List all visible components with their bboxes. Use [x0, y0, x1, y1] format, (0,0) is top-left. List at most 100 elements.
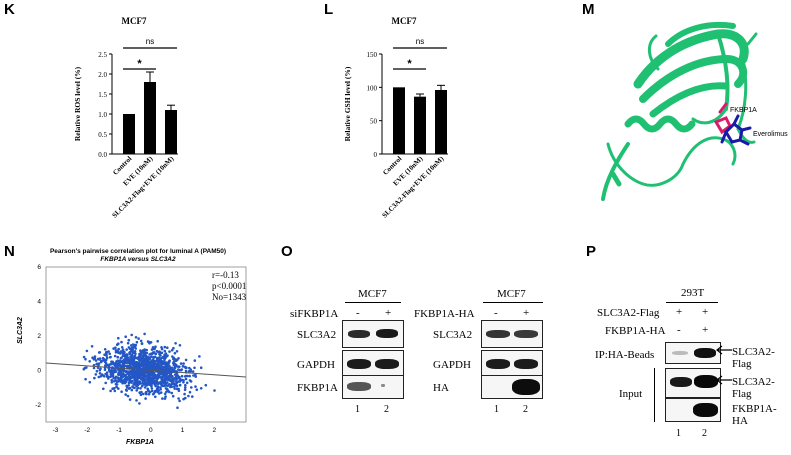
chart-n-point	[125, 376, 129, 379]
chart-n-points	[82, 332, 216, 409]
chart-n-point	[134, 336, 138, 339]
chart-k-ylabel: Relative ROS level (%)	[73, 66, 82, 141]
chart-n-point	[188, 366, 191, 370]
chart-n-point	[162, 382, 166, 385]
chart-n-point	[138, 391, 141, 394]
chart-n-point	[103, 348, 107, 351]
blot-o-left-header: MCF7	[358, 288, 387, 300]
chart-n-point	[150, 389, 154, 393]
chart-n-point	[124, 335, 127, 338]
chart-n-point	[127, 370, 131, 373]
chart-l-ytick-label: 0	[374, 151, 378, 159]
chart-n-point	[180, 374, 184, 378]
chart-n-point	[150, 384, 153, 388]
chart-n-point	[161, 378, 164, 382]
chart-n-point	[117, 336, 120, 340]
chart-n-point	[105, 354, 108, 357]
chart-l-bar	[414, 96, 426, 154]
chart-n-point	[174, 342, 177, 345]
chart-n-point	[88, 380, 92, 384]
chart-n-point	[108, 363, 111, 366]
chart-n-point	[130, 379, 134, 383]
blot-o-right-ha	[481, 375, 543, 399]
chart-n-point	[112, 376, 115, 380]
chart-n-point	[108, 369, 111, 373]
chart-n-point	[157, 360, 161, 363]
chart-n-point	[183, 392, 186, 396]
chart-n-point	[151, 351, 155, 354]
chart-n-point	[138, 376, 141, 379]
chart-n-point	[163, 379, 167, 383]
chart-n-point	[125, 378, 129, 381]
blot-o-left-row-3: FKBP1A	[297, 382, 338, 394]
chart-n-point	[145, 348, 148, 352]
chart-n-point	[95, 369, 99, 373]
chart-n-point	[138, 380, 142, 384]
chart-n-point	[143, 386, 147, 389]
chart-n-point	[170, 378, 174, 382]
chart-n-stat: r=-0.13	[212, 270, 239, 280]
chart-n-point	[131, 353, 134, 357]
chart-n-point	[171, 394, 175, 398]
chart-n-xtick-label: 1	[181, 427, 185, 434]
chart-n-point	[174, 358, 177, 361]
blot-p-cond2-sign-2: +	[702, 324, 709, 336]
chart-n-point	[142, 375, 146, 379]
chart-n-point	[115, 383, 119, 386]
chart-n-point	[161, 356, 164, 359]
chart-n-point	[97, 375, 101, 379]
chart-n-point	[164, 352, 168, 355]
chart-n-point	[111, 374, 115, 378]
blot-p-condition-1: SLC3A2-Flag	[597, 307, 660, 319]
chart-n-point	[97, 362, 101, 365]
blot-p-input-slc3a2	[665, 368, 721, 398]
chart-n-point	[91, 356, 94, 359]
chart-n-point	[191, 370, 195, 373]
chart-n-point	[213, 389, 216, 392]
chart-n-point	[158, 353, 161, 356]
chart-n-point	[129, 348, 133, 352]
chart-n-point	[156, 376, 160, 380]
chart-n-point	[136, 386, 140, 390]
chart-n-point	[99, 375, 103, 378]
chart-l-sig-label: ns	[416, 37, 424, 46]
chart-n-point	[154, 376, 157, 380]
chart-n-point	[159, 386, 162, 389]
chart-n-point	[137, 337, 140, 340]
blot-p-ip-label: IP:HA-Beads	[595, 349, 655, 361]
chart-n-point	[125, 364, 129, 368]
chart-n-point	[116, 368, 119, 371]
blot-p-lane-1: 1	[676, 428, 681, 439]
chart-n-point	[151, 358, 155, 361]
chart-n-point	[146, 383, 149, 386]
panel-label-o: O	[281, 243, 293, 260]
chart-n-point	[170, 348, 174, 352]
chart-n-point	[167, 361, 171, 364]
chart-n-point	[115, 343, 119, 346]
blot-o-right-slc3a2	[481, 320, 543, 348]
chart-n-point	[184, 358, 188, 362]
chart-n-point	[143, 363, 146, 367]
chart-n-point	[101, 359, 105, 362]
chart-n-point	[132, 356, 135, 359]
chart-n-point	[135, 399, 138, 402]
chart-n-point	[138, 358, 141, 362]
chart-n-point	[166, 366, 169, 369]
chart-n-point	[173, 385, 176, 388]
chart-n-point	[182, 362, 185, 365]
blot-o-right-header: MCF7	[497, 288, 526, 300]
chart-n-point	[152, 373, 156, 377]
blot-p-right-label-3: FKBP1A-HA	[732, 403, 777, 427]
chart-n-point	[176, 406, 179, 409]
chart-n-point	[173, 377, 176, 380]
chart-n-point	[159, 391, 163, 394]
chart-n-point	[98, 351, 102, 354]
chart-n-point	[90, 345, 94, 348]
chart-k-title: MCF7	[122, 16, 147, 26]
chart-n-point	[158, 356, 161, 359]
chart-n-point	[123, 350, 126, 354]
chart-n-point	[138, 371, 142, 375]
chart-n-point	[122, 369, 125, 372]
chart-n-point	[152, 356, 155, 359]
chart-n-point	[115, 360, 118, 363]
